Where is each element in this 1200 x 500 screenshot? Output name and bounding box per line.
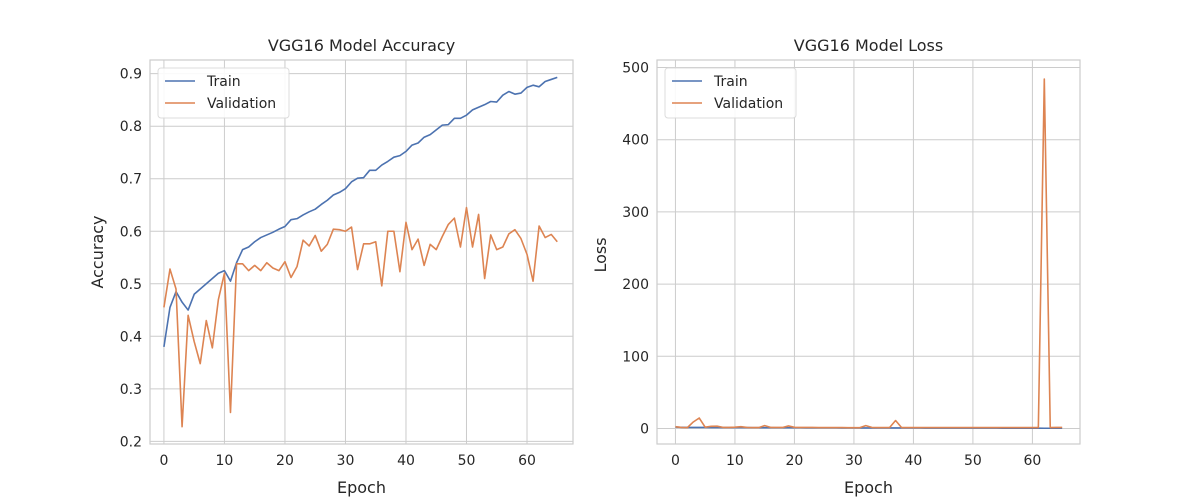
accuracy-y-tick-label: 0.6 [120,224,142,240]
accuracy-x-tick-label: 10 [216,453,234,469]
loss-y-tick-label: 0 [640,421,649,437]
accuracy-y-tick-label: 0.2 [120,434,142,450]
loss-y-tick-label: 400 [622,133,649,149]
loss-y-tick-label: 300 [622,205,649,221]
accuracy-y-tick-label: 0.9 [120,67,142,83]
loss-y-axis-label: Loss [591,237,610,272]
loss-x-tick-label: 60 [1023,453,1041,469]
accuracy-y-tick-label: 0.4 [120,329,142,345]
accuracy-legend: Train Validation [157,67,290,119]
accuracy-y-tick-label: 0.8 [120,119,142,135]
loss-legend-train-label: Train [713,74,748,90]
loss-validation-line [675,78,1063,429]
loss-x-tick-label: 10 [726,453,744,469]
accuracy-y-tick-label: 0.7 [120,172,142,188]
loss-legend: Train Validation [664,67,797,119]
accuracy-y-axis-label: Accuracy [88,215,107,288]
accuracy-x-tick-label: 30 [337,453,355,469]
accuracy-validation-line [163,206,558,428]
accuracy-x-tick-label: 40 [397,453,415,469]
accuracy-chart-title: VGG16 Model Accuracy [268,36,455,55]
loss-x-axis-label: Epoch [844,478,893,497]
accuracy-legend-train-label: Train [206,74,241,90]
accuracy-train-line [163,76,558,347]
loss-chart: 0 10 20 30 40 50 60 0 100 200 300 400 500 VGG16 Mode… [591,36,1081,497]
accuracy-legend-validation-label: Validation [207,96,276,112]
accuracy-y-tick-label: 0.3 [120,382,142,398]
loss-x-tick-label: 40 [905,453,923,469]
loss-y-tick-label: 100 [622,349,649,365]
loss-legend-validation-label: Validation [714,96,783,112]
accuracy-x-axis-label: Epoch [337,478,386,497]
accuracy-x-tick-label: 20 [276,453,294,469]
loss-x-tick-label: 0 [671,453,680,469]
loss-plot-area [656,59,1081,445]
loss-x-tick-label: 30 [845,453,863,469]
loss-x-tick-label: 50 [964,453,982,469]
loss-y-tick-label: 200 [622,277,649,293]
accuracy-x-tick-label: 0 [159,453,168,469]
accuracy-chart: 0 10 20 30 40 50 60 0.2 0.3 0.4 0.5 0.6 0.7 0.8 0.9 VG… [88,36,574,497]
loss-y-tick-label: 500 [622,61,649,77]
accuracy-y-tick-label: 0.5 [120,277,142,293]
loss-x-tick-label: 20 [786,453,804,469]
accuracy-x-tick-label: 60 [518,453,536,469]
loss-chart-title: VGG16 Model Loss [794,36,943,55]
accuracy-x-tick-label: 50 [458,453,476,469]
